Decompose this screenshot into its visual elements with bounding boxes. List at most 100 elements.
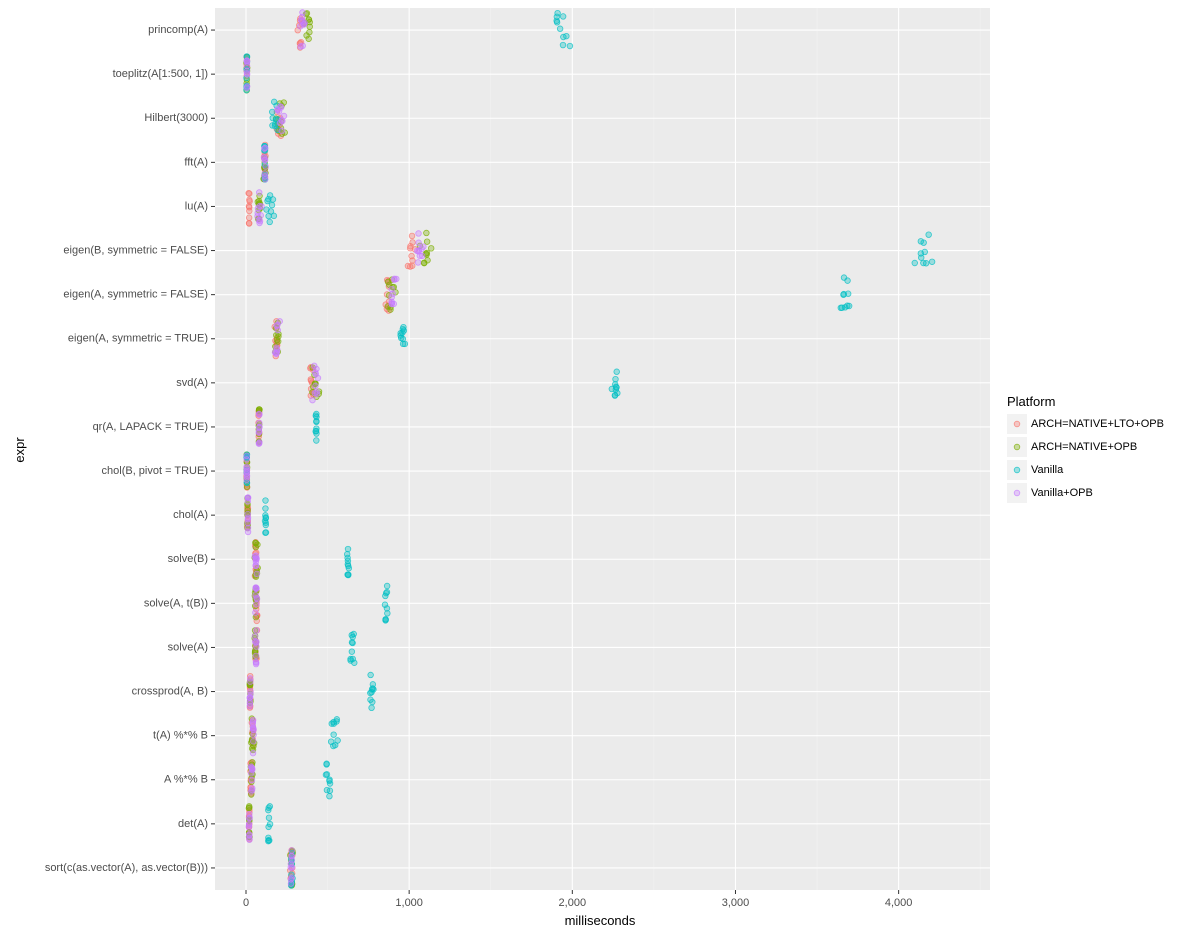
y-tick-label: chol(B, pivot = TRUE)	[102, 465, 208, 477]
data-point	[333, 716, 341, 723]
y-tick-label: solve(A)	[168, 641, 208, 653]
data-point	[348, 639, 356, 646]
data-point	[367, 671, 374, 679]
data-point	[270, 212, 278, 220]
data-point	[309, 396, 316, 404]
data-point	[300, 21, 307, 28]
data-point	[247, 675, 254, 682]
data-point	[388, 298, 395, 306]
data-point	[253, 659, 260, 666]
data-point	[246, 207, 253, 215]
data-point	[299, 42, 306, 50]
legend-symbol	[1013, 466, 1021, 474]
data-point	[384, 610, 391, 617]
data-point	[262, 176, 269, 183]
data-point	[401, 340, 409, 348]
data-point	[288, 871, 295, 878]
data-point	[255, 406, 263, 413]
data-point	[288, 847, 295, 854]
data-point	[313, 417, 320, 425]
data-point	[246, 834, 253, 841]
data-point	[276, 318, 283, 325]
data-point	[312, 412, 319, 419]
data-point	[348, 648, 356, 655]
y-tick-label: eigen(B, symmetric = FALSE)	[63, 244, 208, 256]
data-point	[418, 252, 426, 260]
data-point	[345, 562, 352, 570]
data-point	[252, 562, 259, 569]
data-point	[383, 605, 391, 612]
data-point	[277, 103, 284, 110]
y-tick-label: toeplitz(A[1:500, 1])	[113, 68, 208, 80]
y-tick-label: svd(A)	[176, 377, 208, 389]
data-point	[408, 232, 416, 240]
data-point	[252, 613, 260, 621]
data-point	[261, 145, 268, 152]
data-point	[261, 156, 269, 163]
data-point	[252, 592, 259, 599]
data-point	[408, 252, 415, 260]
data-point	[612, 383, 620, 390]
y-tick-label: solve(A, t(B))	[144, 597, 208, 609]
data-point	[388, 286, 395, 293]
data-point	[253, 627, 260, 634]
data-point	[280, 112, 288, 120]
data-point	[414, 259, 422, 266]
data-point	[249, 785, 256, 792]
y-tick-label: lu(A)	[185, 200, 208, 212]
data-point	[311, 362, 318, 370]
data-point	[326, 777, 333, 785]
y-tick-label: A %*% B	[164, 774, 208, 786]
data-point	[840, 274, 848, 281]
data-point	[244, 498, 251, 505]
data-point	[559, 13, 567, 20]
data-point	[334, 737, 341, 744]
data-point	[246, 804, 253, 811]
data-point	[265, 212, 272, 220]
data-point	[252, 638, 259, 645]
data-point	[252, 585, 260, 593]
legend-symbol	[1013, 443, 1021, 451]
data-point	[347, 657, 354, 664]
data-point	[278, 127, 286, 135]
data-point	[288, 864, 296, 871]
legend-key	[1007, 460, 1027, 480]
legend-symbol	[1013, 420, 1021, 428]
data-point	[305, 35, 312, 42]
data-point	[256, 189, 263, 196]
data-point	[323, 771, 331, 778]
data-point	[252, 652, 260, 660]
data-point	[254, 209, 261, 217]
data-point	[246, 700, 254, 707]
data-point	[397, 332, 404, 339]
data-point	[250, 738, 257, 745]
data-point	[254, 205, 262, 212]
legend-title: Platform	[1007, 394, 1055, 409]
x-tick-label: 3,000	[722, 897, 750, 909]
y-tick-label: princomp(A)	[148, 24, 208, 36]
data-point	[393, 275, 400, 283]
x-tick-label: 0	[243, 897, 249, 909]
data-point	[326, 793, 333, 800]
y-tick-label: chol(A)	[173, 509, 208, 521]
data-point	[244, 510, 251, 518]
data-point	[427, 245, 435, 252]
data-point	[262, 512, 269, 519]
data-point	[243, 464, 251, 472]
legend: Platform ARCH=NATIVE+LTO+OPB ARCH=NATIVE+…	[1007, 394, 1164, 503]
data-point	[333, 718, 340, 725]
data-point	[921, 248, 928, 256]
data-point	[303, 32, 310, 39]
data-point	[243, 67, 251, 75]
data-point	[245, 815, 253, 822]
data-point	[247, 678, 254, 685]
data-point	[256, 423, 263, 431]
data-point	[407, 243, 414, 250]
data-point	[262, 163, 269, 170]
legend-key	[1007, 483, 1027, 503]
data-point	[323, 760, 330, 767]
data-point	[248, 776, 256, 784]
data-point	[368, 704, 375, 712]
data-point	[925, 231, 932, 238]
data-point	[245, 824, 253, 831]
